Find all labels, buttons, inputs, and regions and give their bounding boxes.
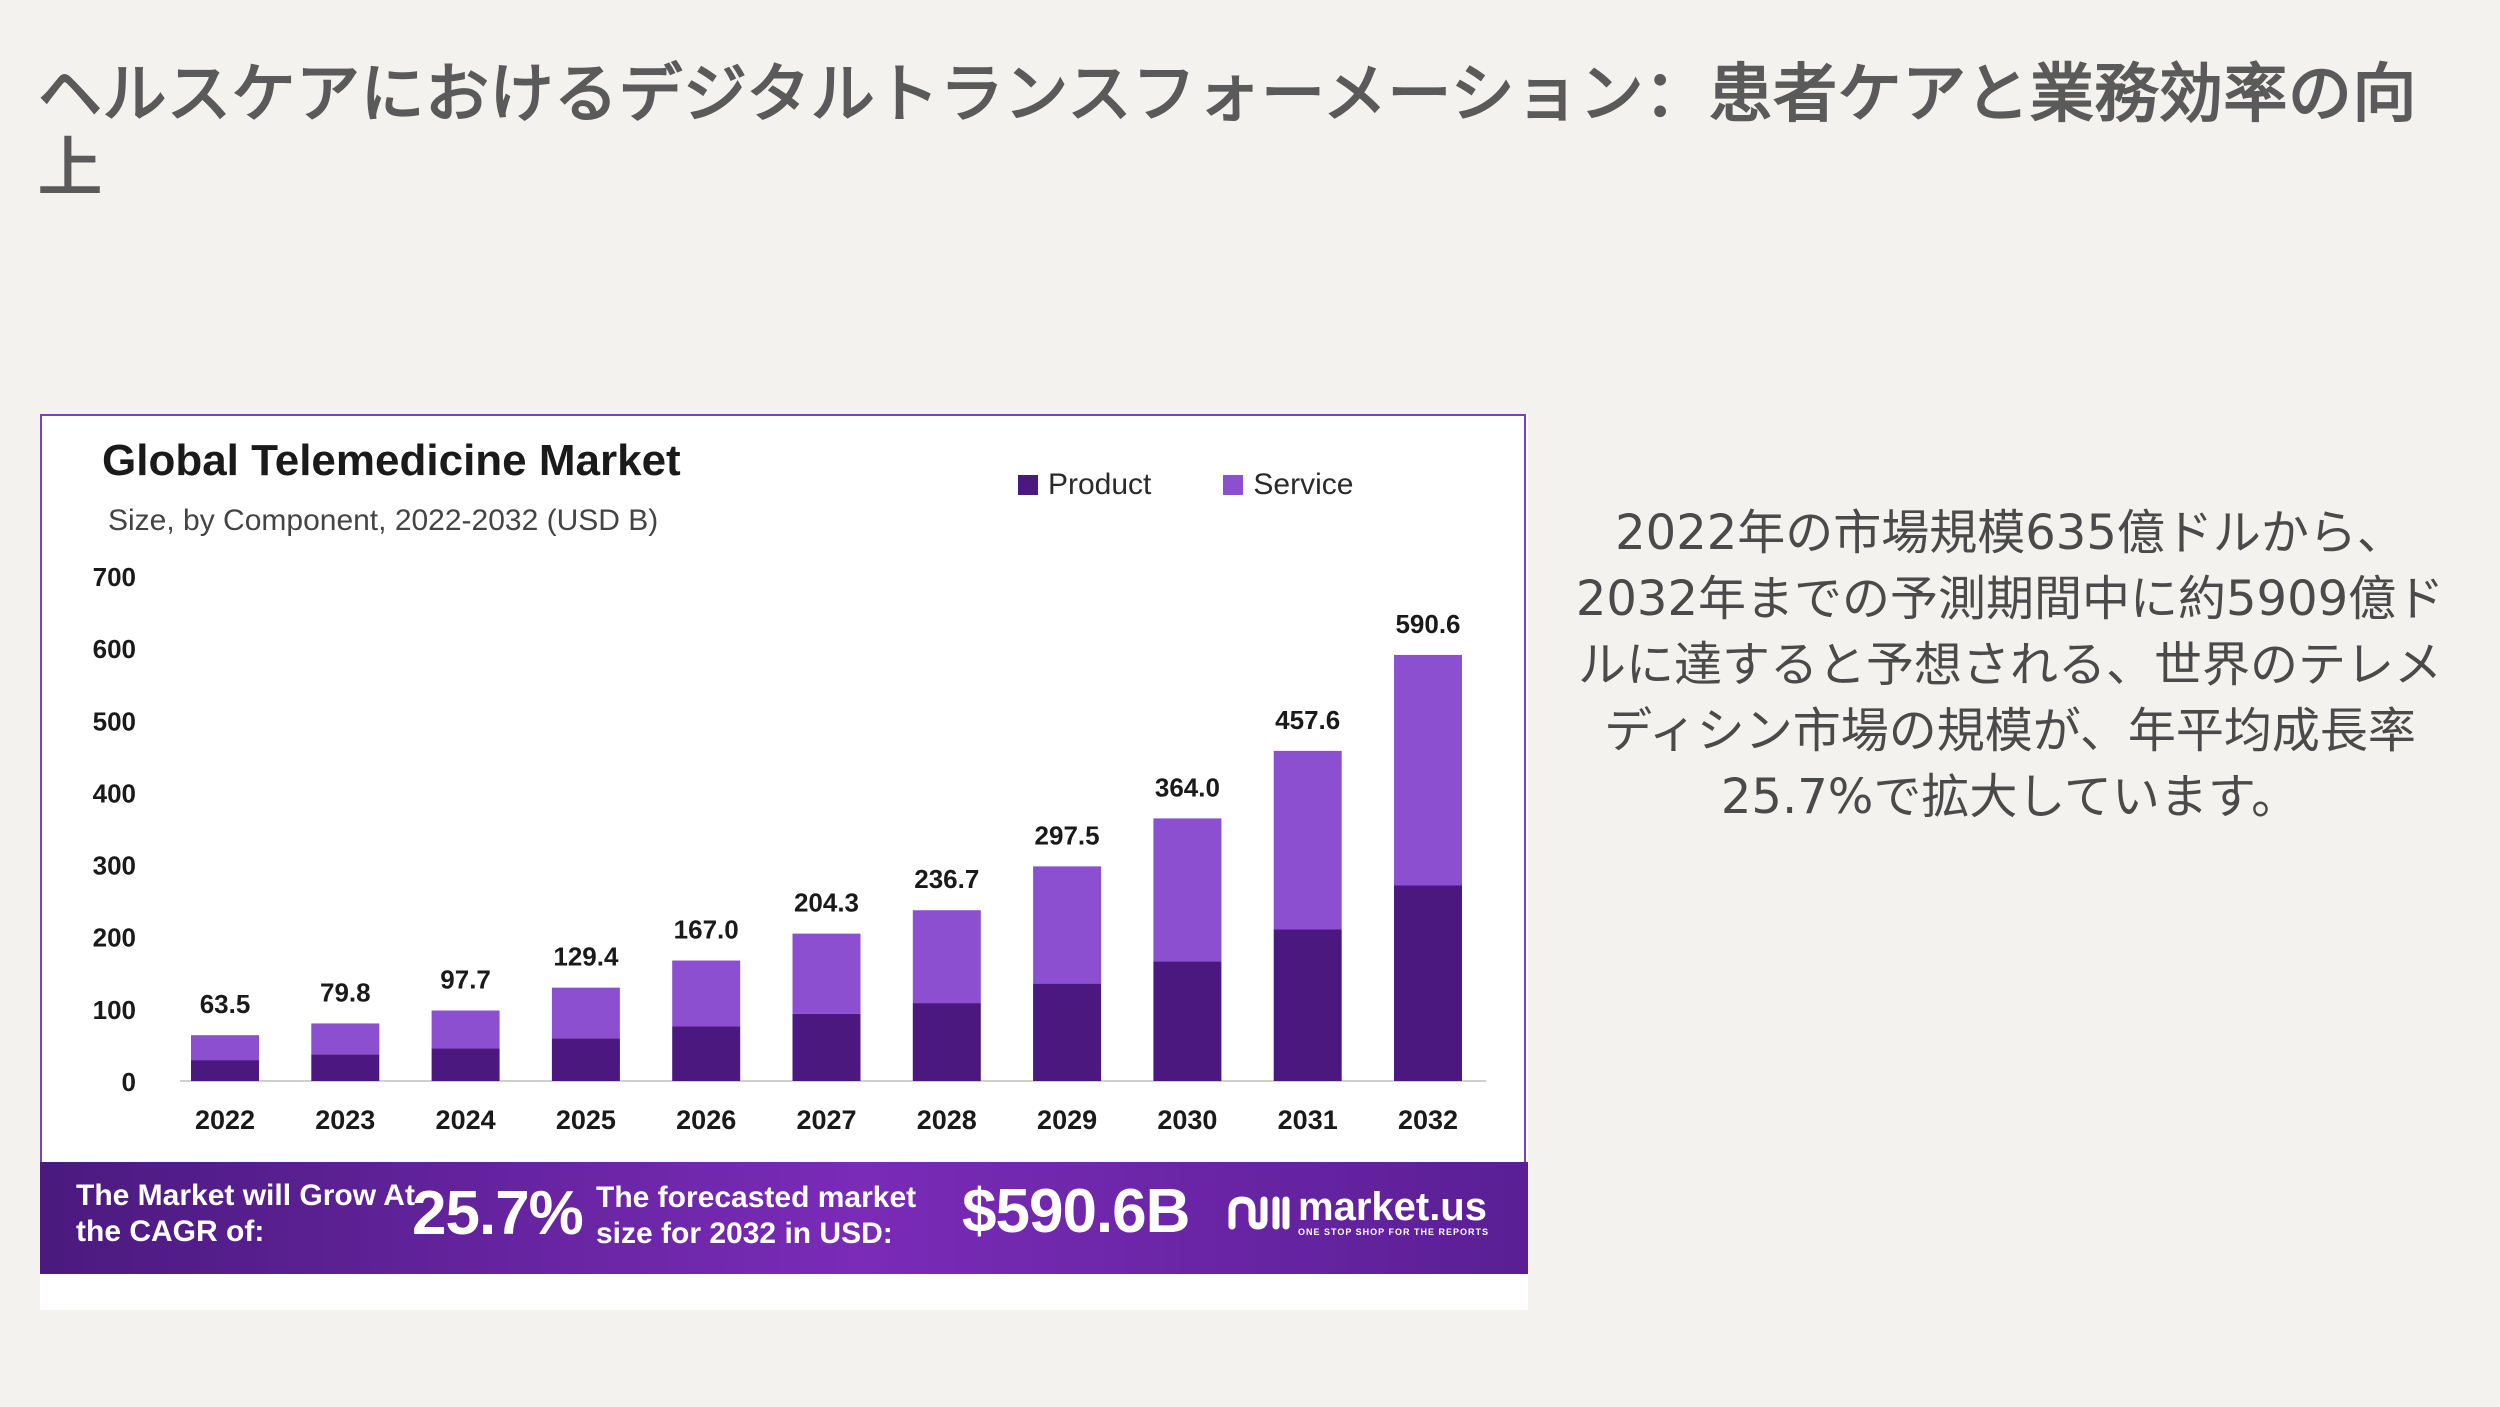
legend-label-service: Service	[1253, 468, 1354, 501]
x-tick-label: 2030	[1157, 1105, 1217, 1135]
brand-logo: market.us ONE STOP SHOP FOR THE REPORTS	[1226, 1186, 1489, 1238]
legend-item-service: Service	[1223, 468, 1353, 502]
bar-total-label: 129.4	[553, 942, 619, 972]
chart-frame: Global Telemedicine Market Size, by Comp…	[40, 414, 1526, 1162]
chart-subtitle: Size, by Component, 2022-2032 (USD B)	[108, 504, 659, 537]
x-tick-label: 2022	[195, 1105, 255, 1135]
bar-product	[311, 1054, 380, 1081]
y-tick-label: 500	[93, 706, 136, 736]
bar-total-label: 364.0	[1155, 772, 1220, 802]
bar-total-label: 590.6	[1395, 609, 1460, 639]
summary-banner: The Market will Grow At the CAGR of: 25.…	[40, 1162, 1528, 1274]
x-tick-label: 2031	[1278, 1105, 1338, 1135]
x-tick-label: 2032	[1398, 1105, 1458, 1135]
legend-swatch-product	[1018, 475, 1038, 495]
bar-product	[912, 1003, 981, 1081]
legend-swatch-service	[1223, 475, 1244, 495]
x-tick-label: 2028	[917, 1105, 977, 1135]
bar-total-label: 97.7	[440, 965, 491, 995]
bar-total-label: 167.0	[674, 915, 739, 945]
bar-service	[191, 1035, 259, 1061]
legend-item-product: Product	[1018, 468, 1151, 502]
y-tick-label: 200	[93, 923, 136, 953]
bar-service	[672, 960, 741, 1027]
bar-product	[672, 1026, 741, 1081]
x-tick-label: 2023	[315, 1105, 375, 1135]
legend-label-product: Product	[1048, 468, 1152, 501]
x-tick-label: 2026	[676, 1105, 736, 1135]
bar-service	[1033, 866, 1102, 984]
bar-product	[1153, 961, 1222, 1081]
bar-chart-plot: 0 100 200 300 400 500 600 700 63.5 2022 79.8 2023 97…	[93, 562, 1486, 1135]
x-tick-label: 2029	[1037, 1105, 1097, 1135]
brand-name: market.us	[1298, 1185, 1487, 1229]
bar-total-label: 457.6	[1275, 705, 1340, 735]
bar-total-label: 79.8	[320, 977, 371, 1007]
bar-product	[792, 1013, 861, 1081]
bar-total-label: 63.5	[200, 989, 251, 1019]
brand-tagline: ONE STOP SHOP FOR THE REPORTS	[1298, 1227, 1490, 1237]
bar-service	[431, 1010, 500, 1049]
y-tick-label: 300	[93, 851, 136, 881]
bar-total-label: 236.7	[914, 864, 979, 894]
bar-service	[551, 987, 620, 1039]
cagr-value: 25.7%	[412, 1179, 584, 1248]
y-tick-label: 400	[93, 778, 136, 808]
bar-service	[1394, 654, 1462, 886]
bar-product	[1033, 983, 1102, 1081]
bar-total-label: 297.5	[1035, 820, 1100, 850]
y-tick-label: 100	[93, 995, 136, 1025]
y-tick-label: 700	[93, 562, 136, 592]
slide-description: 2022年の市場規模635億ドルから、2032年までの予測期間中に約5909億ド…	[1575, 505, 2445, 825]
bar-service	[1273, 750, 1342, 930]
bar-product	[431, 1048, 500, 1081]
bar-product	[191, 1060, 259, 1081]
x-tick-label: 2027	[796, 1105, 856, 1135]
forecast-label: The forecasted market size for 2032 in U…	[596, 1181, 917, 1250]
y-tick-label: 600	[93, 634, 136, 664]
chart-card: Global Telemedicine Market Size, by Comp…	[40, 414, 1528, 1310]
bar-service	[1153, 818, 1222, 962]
y-tick-label: 0	[122, 1067, 136, 1097]
forecast-value: $590.6B	[962, 1177, 1190, 1246]
x-tick-label: 2024	[436, 1105, 496, 1135]
bar-product	[1273, 929, 1342, 1081]
chart-legend: Product Service	[1018, 468, 1353, 502]
market-us-logo-icon	[1228, 1196, 1290, 1230]
bar-product	[551, 1038, 620, 1081]
bar-total-label: 204.3	[794, 888, 859, 918]
cagr-label: The Market will Grow At the CAGR of:	[76, 1179, 415, 1248]
bar-service	[912, 910, 981, 1004]
bar-service	[792, 933, 861, 1014]
chart-title: Global Telemedicine Market	[102, 436, 681, 485]
x-tick-label: 2025	[556, 1105, 616, 1135]
bar-service	[311, 1023, 380, 1055]
bar-product	[1394, 885, 1462, 1081]
slide-title: ヘルスケアにおけるデジタルトランスフォーメーション：患者ケアと業務効率の向上	[38, 58, 2417, 206]
